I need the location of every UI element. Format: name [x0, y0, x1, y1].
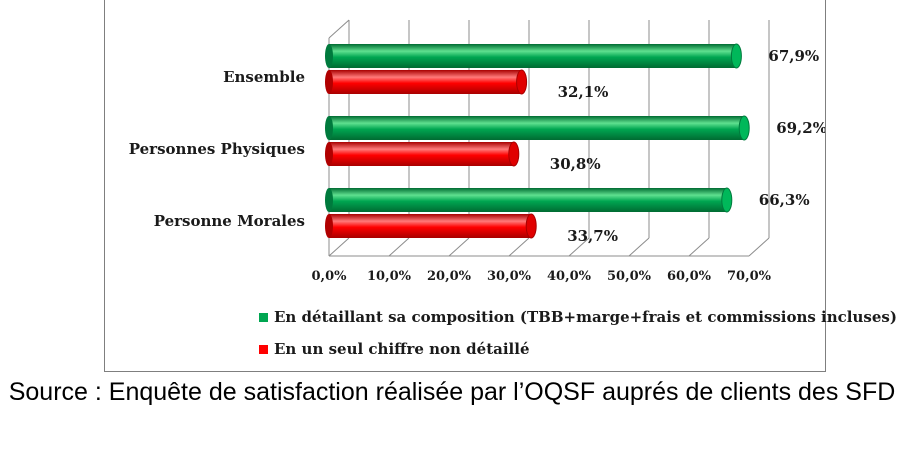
- legend-swatch-green: [259, 312, 268, 322]
- bar-start-cap: [325, 188, 333, 212]
- bar-end-cap: [721, 187, 733, 213]
- legend-entry-detailed: En détaillant sa composition (TBB+marge+…: [259, 308, 897, 326]
- x-tick-label: 60,0%: [667, 269, 712, 284]
- bar-end-cap: [738, 115, 750, 141]
- x-tick-label: 20,0%: [427, 269, 472, 284]
- bar-single: [329, 214, 532, 238]
- data-label: 67,9%: [768, 47, 819, 65]
- bar-single: [329, 70, 522, 94]
- x-tick-label: 40,0%: [547, 269, 592, 284]
- bar-start-cap: [325, 116, 333, 140]
- category-label: Personne Morales: [154, 212, 305, 230]
- bar-start-cap: [325, 44, 333, 68]
- legend-label-single: En un seul chiffre non détaillé: [274, 340, 530, 358]
- bar-end-cap: [516, 69, 528, 95]
- bar-detailed: [329, 188, 727, 212]
- legend-label-detailed: En détaillant sa composition (TBB+marge+…: [274, 308, 897, 326]
- floor-line: [388, 237, 410, 257]
- x-tick-label: 50,0%: [607, 269, 652, 284]
- floor-line: [568, 237, 590, 257]
- bar-detailed: [329, 116, 745, 140]
- x-tick-label: 10,0%: [367, 269, 412, 284]
- chart-frame: 0,0% 10,0% 20,0% 30,0% 40,0% 50,0% 60,0% 70,0% E…: [104, 0, 897, 372]
- data-label: 30,8%: [550, 155, 601, 173]
- x-tick-label: 0,0%: [312, 269, 348, 284]
- category-label: Ensemble: [223, 68, 305, 86]
- data-label: 33,7%: [567, 227, 618, 245]
- wall-top-edge: [328, 19, 350, 39]
- floor-line: [508, 237, 530, 257]
- source-caption: Source : Enquête de satisfaction réalisé…: [8, 378, 896, 406]
- data-label: 66,3%: [759, 191, 810, 209]
- floor-line: [628, 237, 650, 257]
- bar-start-cap: [325, 142, 333, 166]
- bar-chart: 0,0% 10,0% 20,0% 30,0% 40,0% 50,0% 60,0% 70,0% E…: [129, 19, 825, 284]
- bar-single: [329, 142, 514, 166]
- bar-detailed: [329, 44, 737, 68]
- bar-end-cap: [508, 141, 520, 167]
- bar-end-cap: [525, 213, 537, 239]
- data-label: 69,2%: [776, 119, 825, 137]
- floor-line: [328, 237, 350, 257]
- floor-line: [748, 237, 770, 257]
- data-label: 32,1%: [558, 83, 609, 101]
- x-tick-label: 70,0%: [727, 269, 772, 284]
- bar-start-cap: [325, 70, 333, 94]
- legend-swatch-red: [259, 344, 268, 354]
- floor-line: [688, 237, 710, 257]
- floor-line: [448, 237, 470, 257]
- category-label: Personnes Physiques: [129, 140, 305, 158]
- legend-entry-single: En un seul chiffre non détaillé: [259, 340, 529, 358]
- bar-end-cap: [730, 43, 742, 69]
- bar-start-cap: [325, 214, 333, 238]
- x-tick-label: 30,0%: [487, 269, 532, 284]
